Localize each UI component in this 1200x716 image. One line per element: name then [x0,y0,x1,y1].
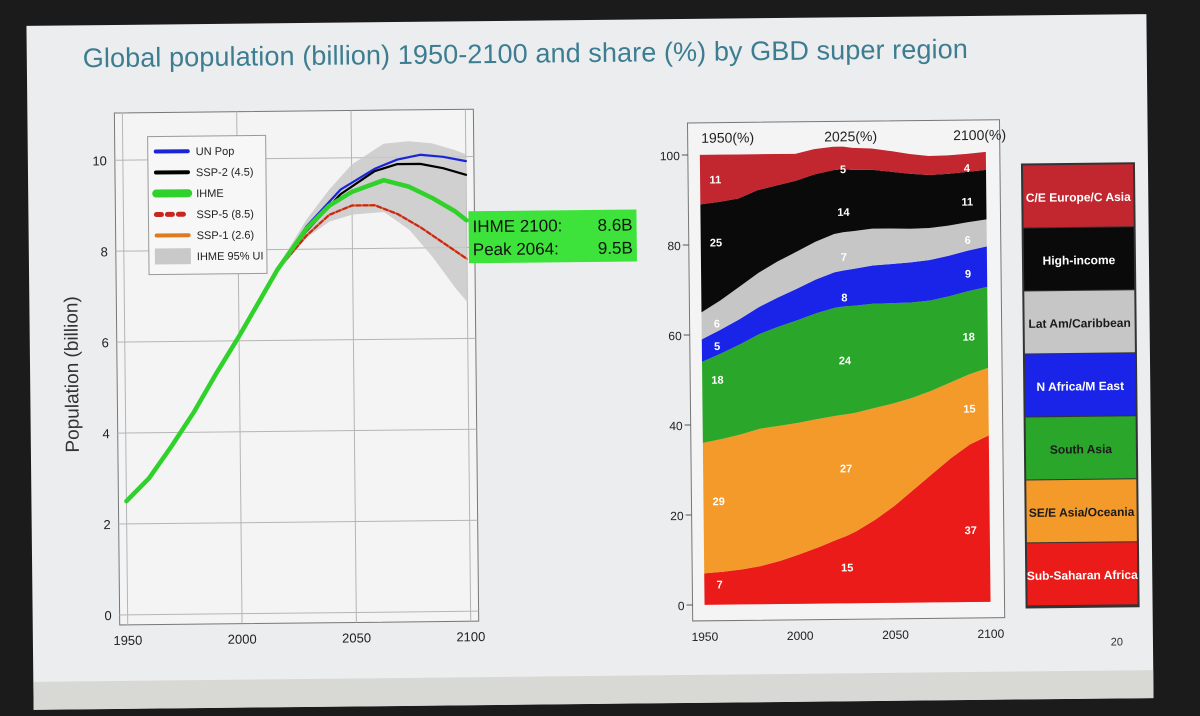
annotation-value: 8.6B [597,216,632,235]
area-value-label-south-asia: 18 [963,331,975,343]
area-high-income [700,169,987,313]
legend-label-un_pop: UN Pop [196,146,235,158]
area-n-africa-m-east [701,246,988,362]
x-tick-label: 2100 [456,629,485,644]
area-value-label-n-africa-m-east: 5 [714,341,720,353]
area-value-label-south-asia: 24 [839,355,852,367]
ihme-ui-band [277,141,468,303]
x-gridline [121,112,129,625]
area-lat-am-caribbean [701,219,987,340]
share-y-tick-label: 0 [678,599,685,613]
area-value-label-lat-am-caribbean: 6 [965,235,971,247]
share-y-tick-label: 100 [660,149,680,163]
share-x-tick-label: 2100 [977,627,1004,641]
share-y-tick-label: 60 [668,329,682,343]
share-x-tick-label: 2000 [787,629,814,643]
area-value-label-lat-am-caribbean: 6 [714,318,720,330]
share-top-label: 2025(%) [824,128,877,145]
area-value-label-sub-saharan-africa: 7 [716,579,722,591]
area-south-asia [702,286,989,443]
legend-block-high-income [1023,227,1135,291]
legend-block-south-asia [1025,416,1137,480]
y-tick-label: 4 [102,426,109,441]
series-line-ihme [124,177,469,504]
legend-block-label-c-e-europe-c-asia: C/E Europe/C Asia [1026,190,1131,205]
x-tick-label: 1950 [113,633,142,648]
population-line-chart: 1950 2000 2050 2100 0 2 4 6 8 10 Population (billi… [61,108,637,648]
legend-box [147,134,268,276]
legend-swatch-ihme_ui [154,248,191,265]
legend-block-label-se-e-asia-oceania: SE/E Asia/Oceania [1029,505,1135,520]
share-y-tick-label: 80 [667,239,681,253]
legend-label-ihme: IHME [196,188,224,200]
slide: Global population (billion) 1950-2100 an… [26,14,1154,710]
y-gridline [116,337,476,343]
share-x-tick-label: 1950 [691,630,718,644]
legend-block-lat-am-caribbean [1024,290,1135,354]
y-tick-label: 6 [101,335,108,350]
legend-block-label-lat-am-caribbean: Lat Am/Caribbean [1028,316,1130,331]
share-y-tick-label: 40 [669,419,683,433]
area-value-label-sub-saharan-africa: 15 [841,562,853,574]
area-value-label-n-africa-m-east: 9 [965,269,971,281]
y-tick-label: 8 [101,244,108,259]
legend-block-label-south-asia: South Asia [1050,442,1113,457]
area-value-label-lat-am-caribbean: 7 [841,252,847,264]
x-tick-label: 2050 [342,630,371,645]
area-se-e-asia-oceania [702,367,989,574]
legend-block-se-e-asia-oceania [1026,479,1137,543]
area-sub-saharan-africa [704,435,991,605]
share-x-tick-label: 2050 [882,628,909,642]
y-axis-label: Population (billion) [61,296,84,453]
area-value-label-se-e-asia-oceania: 27 [840,463,852,475]
y-gridline [117,428,477,434]
share-top-label: 1950(%) [701,129,754,146]
y-gridline [119,610,479,616]
y-tick-label: 0 [104,608,111,623]
legend-block-label-sub-saharan-africa: Sub-Saharan Africa [1027,568,1138,583]
slide-number: 20 [1110,636,1124,649]
legend-block-label-high-income: High-income [1043,253,1116,268]
legend-block-c-e-europe-c-asia [1022,164,1134,228]
area-value-label-high-income: 11 [961,196,973,208]
ihme-annotation-box [468,209,637,264]
annotation-label: Peak 2064: [473,239,559,259]
series-line-ssp5 [276,204,469,272]
legend-label-ihme_ui: IHME 95% UI [197,250,264,263]
area-c-e-europe-c-asia [699,146,987,205]
legend-block-label-n-africa-m-east: N Africa/M East [1036,379,1124,394]
annotation-value: 9.5B [598,239,633,258]
area-value-label-c-e-europe-c-asia: 11 [709,174,721,186]
area-value-label-high-income: 14 [837,207,850,219]
area-value-label-high-income: 25 [710,237,722,249]
area-value-label-c-e-europe-c-asia: 5 [840,164,846,176]
y-tick-label: 2 [103,517,110,532]
legend-label-ssp2: SSP-2 (4.5) [196,167,254,180]
legend-block-sub-saharan-africa [1026,542,1138,606]
y-gridline [118,519,478,525]
share-top-label: 2100(%) [953,127,1006,144]
annotation-label: IHME 2100: [472,216,562,236]
area-value-label-sub-saharan-africa: 37 [965,525,977,537]
area-value-label-se-e-asia-oceania: 29 [713,496,725,508]
y-tick-label: 10 [92,153,107,168]
area-value-label-c-e-europe-c-asia: 4 [964,163,971,175]
area-value-label-se-e-asia-oceania: 15 [963,403,975,415]
legend-label-ssp5: SSP-5 (8.5) [196,209,254,222]
x-tick-label: 2000 [228,632,257,647]
area-value-label-n-africa-m-east: 8 [841,292,847,304]
share-y-tick-label: 20 [670,509,684,523]
area-value-label-south-asia: 18 [711,375,723,387]
legend-label-ssp1: SSP-1 (2.6) [197,230,255,243]
legend-block-n-africa-m-east [1024,353,1136,417]
